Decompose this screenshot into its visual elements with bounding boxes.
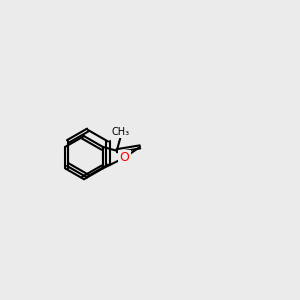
Text: CH₃: CH₃ [112,127,130,137]
Text: O: O [120,151,129,164]
